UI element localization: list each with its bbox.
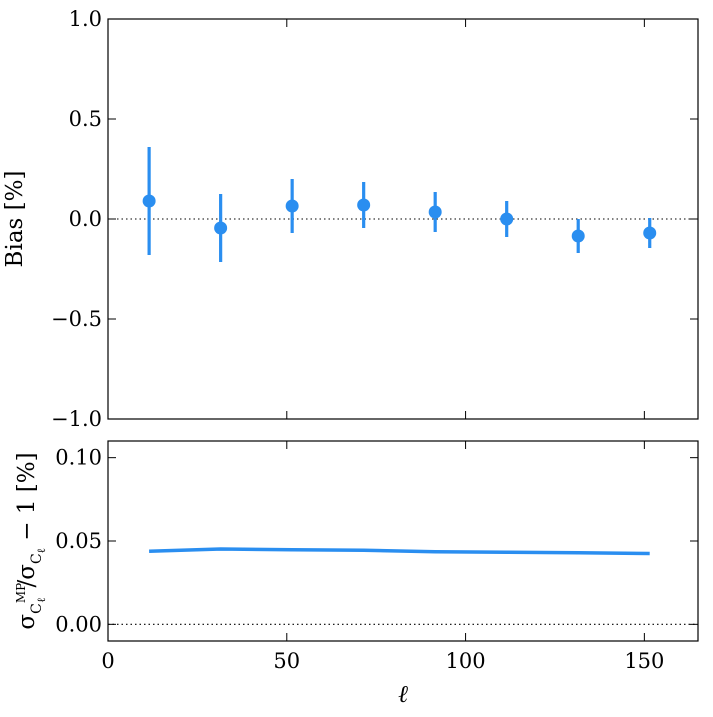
ylabel-sub-c2: C <box>29 553 45 564</box>
xtick-label: 100 <box>446 649 486 673</box>
top-ytick-label: 0.0 <box>69 207 102 231</box>
bottom-ytick-label: 0.05 <box>55 529 102 553</box>
x-axis-label: ℓ <box>398 680 408 708</box>
data-point <box>428 205 442 219</box>
ylabel-sub-ell2: ℓ <box>35 548 48 553</box>
ylabel-tail: − 1 [%] <box>14 452 40 548</box>
top-ytick-label: 1.0 <box>69 7 102 31</box>
top-ytick-label: −1.0 <box>51 407 102 431</box>
top-ticks: 1.0 0.5 0.0 −0.5 −1.0 <box>51 7 698 431</box>
xtick-label: 50 <box>273 649 300 673</box>
top-ytick-label: 0.5 <box>69 107 102 131</box>
bottom-panel: 0.100.050.000 50 100 150 σCMP ℓ/σCℓ − 1 [%] … <box>14 440 699 708</box>
xtick-label: 150 <box>624 649 664 673</box>
bottom-axes-frame <box>107 440 699 642</box>
ylabel-sup-mp: MP <box>14 583 28 603</box>
data-point <box>357 198 371 212</box>
data-point <box>142 194 156 208</box>
top-plot-area <box>108 147 698 262</box>
data-point <box>285 199 299 213</box>
bottom-ytick-label: 0.10 <box>55 446 102 470</box>
data-point <box>500 212 514 226</box>
bottom-ticks: 0.10 0.05 0.00 0 50 100 150 <box>55 441 698 673</box>
top-y-axis-label: Bias [%] <box>2 171 28 268</box>
data-point <box>214 221 228 235</box>
ylabel-sub-c: C <box>29 603 45 614</box>
ylabel-mid: /σ <box>14 564 40 588</box>
bottom-plot-area <box>108 547 698 625</box>
top-axes-frame <box>107 18 699 420</box>
data-point <box>643 226 657 240</box>
bottom-y-axis-label: σCMP ℓ/σCℓ − 1 [%] <box>14 452 48 629</box>
xtick-label: 0 <box>101 649 114 673</box>
ylabel-sigma: σ <box>14 614 40 630</box>
top-panel: 1.0 0.5 0.0 −0.5 −1.0 Bias [%] <box>2 7 699 431</box>
data-point <box>571 229 585 243</box>
ylabel-sub-ell: ℓ <box>35 598 48 603</box>
top-ytick-label: −0.5 <box>51 307 102 331</box>
series-line <box>149 547 650 556</box>
bottom-ytick-label: 0.00 <box>55 612 102 636</box>
